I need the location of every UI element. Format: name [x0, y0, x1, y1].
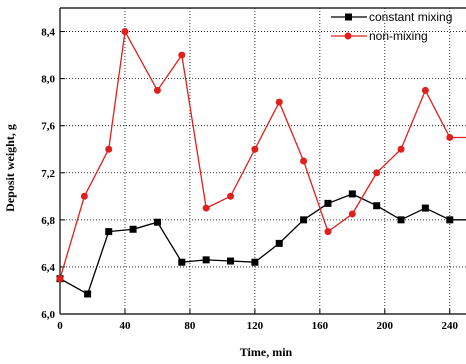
data-point	[203, 256, 210, 263]
data-point	[349, 210, 356, 217]
legend-label-constant-mixing: constant mixing	[369, 10, 452, 24]
data-point	[446, 134, 453, 141]
x-tick-label: 160	[312, 320, 329, 332]
data-point	[251, 146, 258, 153]
y-tick-label: 6,8	[41, 215, 55, 227]
y-tick-label: 7,2	[41, 168, 55, 180]
data-point	[422, 205, 429, 212]
data-point	[446, 216, 453, 223]
data-point	[349, 190, 356, 197]
legend-marker-constant-mixing	[345, 14, 352, 21]
data-point	[324, 228, 331, 235]
data-point	[227, 258, 234, 265]
data-point	[276, 99, 283, 106]
data-point	[178, 259, 185, 266]
y-tick-label: 8,4	[41, 27, 55, 39]
data-point	[300, 216, 307, 223]
data-point	[105, 146, 112, 153]
plot-area	[60, 8, 466, 314]
data-point	[84, 290, 91, 297]
data-point	[154, 219, 161, 226]
legend-marker-non-mixing	[345, 33, 352, 40]
data-point	[81, 193, 88, 200]
data-point	[105, 228, 112, 235]
data-point	[227, 193, 234, 200]
y-tick-label: 7,6	[41, 121, 55, 133]
data-point	[398, 146, 405, 153]
data-point	[251, 259, 258, 266]
data-point	[300, 158, 307, 165]
data-point	[373, 169, 380, 176]
data-point	[203, 205, 210, 212]
data-point	[130, 226, 137, 233]
data-point	[324, 200, 331, 207]
legend-label-non-mixing: non-mixing	[369, 29, 428, 43]
data-point	[422, 87, 429, 94]
y-tick-label: 6,4	[41, 262, 55, 274]
y-tick-label: 8,0	[41, 74, 55, 86]
x-tick-label: 0	[57, 320, 63, 332]
x-axis-title: Time, min	[240, 345, 293, 359]
data-point	[373, 202, 380, 209]
x-tick-label: 240	[442, 320, 459, 332]
data-point	[398, 216, 405, 223]
data-point	[121, 28, 128, 35]
x-tick-label: 200	[377, 320, 394, 332]
y-tick-label: 6,0	[41, 309, 55, 321]
data-point	[154, 87, 161, 94]
x-tick-label: 40	[119, 320, 131, 332]
data-point	[57, 275, 64, 282]
data-point	[178, 52, 185, 59]
data-point	[276, 240, 283, 247]
x-tick-label: 80	[184, 320, 196, 332]
x-tick-label: 120	[247, 320, 264, 332]
y-axis-title: Deposit weight, g	[3, 124, 17, 212]
